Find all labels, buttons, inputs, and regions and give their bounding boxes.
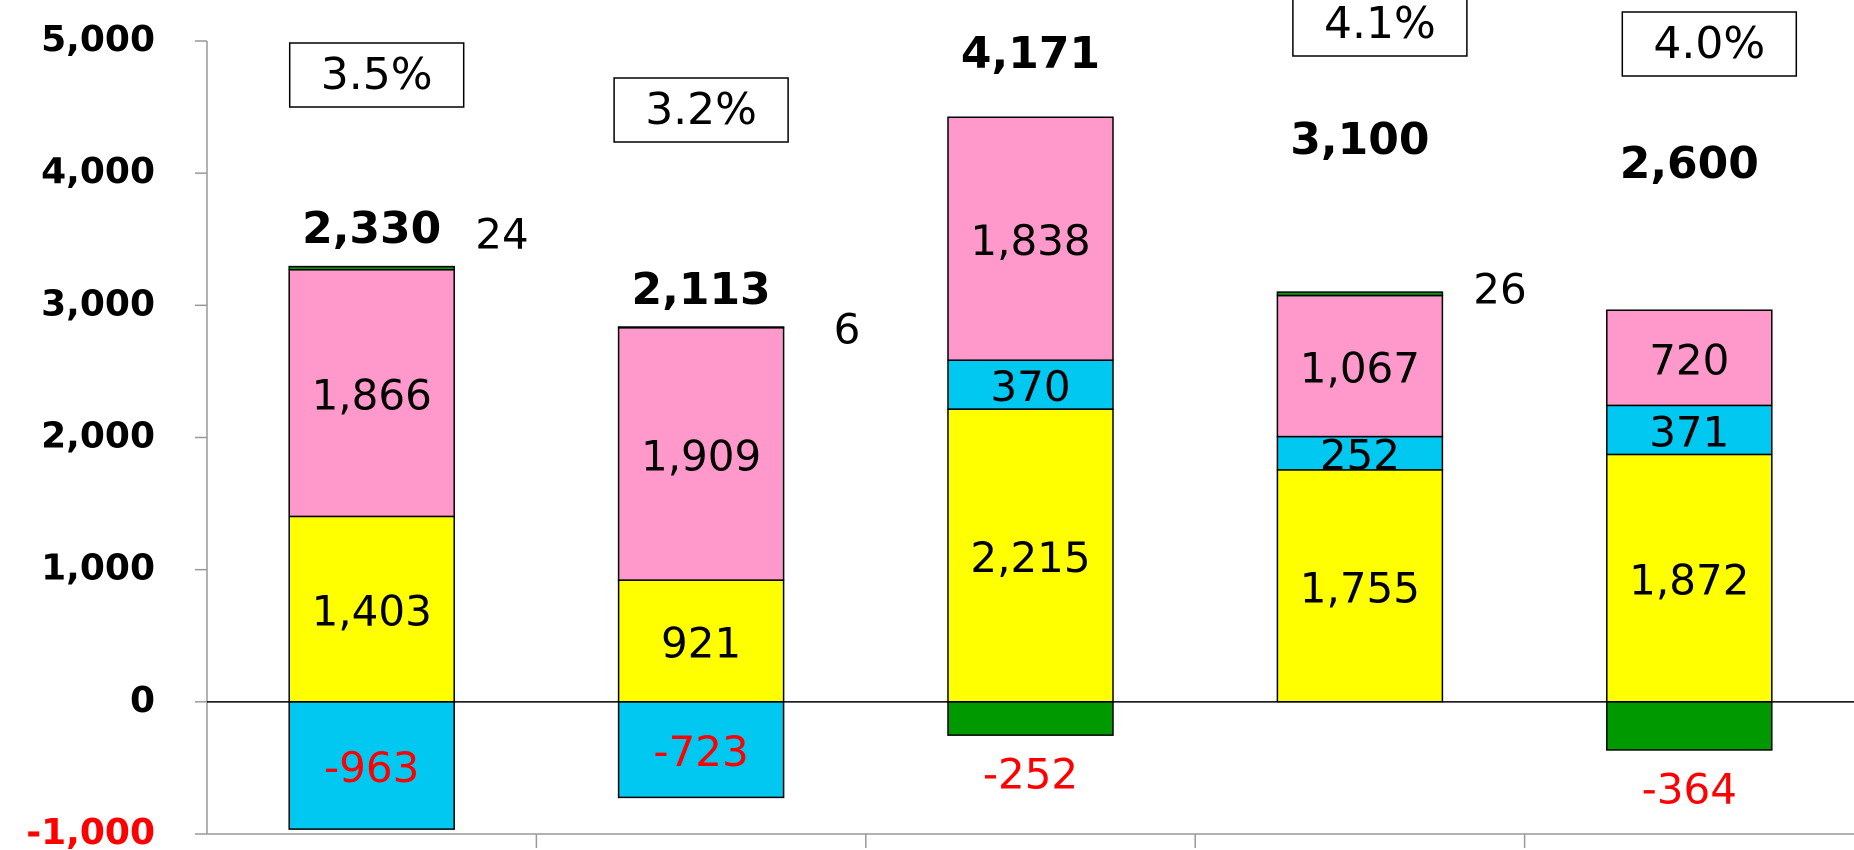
percent-label: 3.2% [645,84,757,135]
bar-segment [288,701,455,830]
data-label: -963 [324,743,419,792]
data-label: -723 [653,727,748,776]
total-label: 2,113 [632,264,771,315]
data-label: 720 [1649,335,1729,384]
bar-segment [617,579,785,703]
data-label: 1,403 [312,587,432,636]
percent-label: 4.1% [1324,0,1436,49]
bar-segment [288,515,455,703]
data-label: 252 [1320,431,1400,480]
bar-segment [1606,404,1773,456]
bar-segment [288,269,455,518]
bar-segment [1276,435,1444,471]
percent-box [288,42,465,108]
bar-segment [1606,701,1773,751]
data-label: 1,067 [1300,344,1420,393]
bar-segment [947,116,1114,361]
total-label: 2,600 [1620,138,1759,189]
bar-segment [1276,294,1444,438]
total-label: 3,100 [1290,114,1429,165]
bar-segment [947,701,1114,736]
data-label: 1,909 [641,431,761,480]
y-tick-label: 1,000 [41,548,155,589]
y-tick-label: 5,000 [41,19,155,60]
percent-box [1621,11,1798,77]
bar-segment [617,327,785,581]
total-label: 2,330 [302,203,441,254]
data-label: 24 [475,210,528,259]
bar-segment [1606,453,1773,703]
data-label: 1,755 [1300,563,1420,612]
bar-segment [617,326,785,329]
y-tick-label: 2,000 [41,416,155,457]
data-label: 1,866 [312,371,432,420]
data-label: 371 [1649,407,1729,456]
percent-box [1292,0,1468,57]
bar-segment [288,265,455,271]
bar-segment [947,408,1114,703]
percent-label: 4.0% [1653,18,1765,69]
data-label: -364 [1642,764,1737,813]
bar-segment [617,701,785,799]
data-label: 921 [661,618,741,667]
y-tick-label: 3,000 [41,283,155,324]
bar-segment [1276,469,1444,703]
total-label: 4,171 [961,28,1100,79]
data-label: 1,838 [970,216,1090,265]
data-label: 2,215 [970,533,1090,582]
bar-segment [1606,309,1773,407]
bar-segment [947,359,1114,410]
percent-box [613,77,789,143]
data-label: 26 [1473,265,1526,314]
bar-segment [1276,291,1444,297]
data-label: 370 [990,362,1070,411]
data-label: 6 [834,305,861,354]
percent-label: 3.5% [321,49,433,100]
y-tick-label: -1,000 [26,812,155,850]
y-tick-label: 4,000 [41,151,155,192]
data-label: 1,872 [1629,556,1749,605]
data-label: -252 [983,750,1078,799]
y-tick-label: 0 [130,680,155,721]
